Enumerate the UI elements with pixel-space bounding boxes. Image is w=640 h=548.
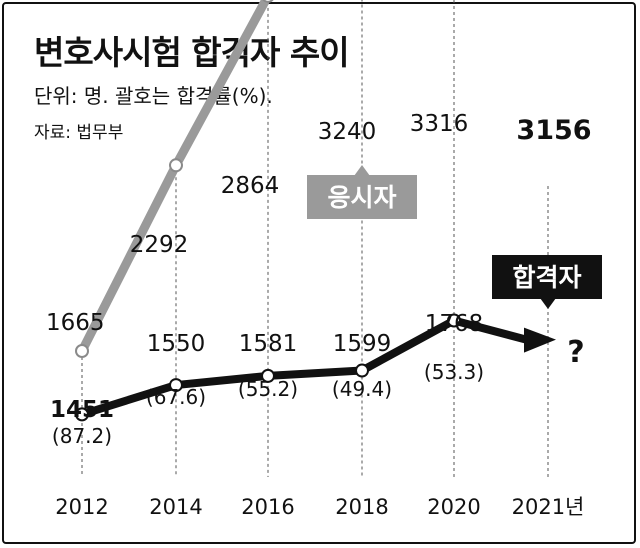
passers-value-label: 1581 [239,331,298,357]
passers-value-label: 1451 [50,397,114,423]
passers-line [78,316,534,419]
applicants-line [77,0,271,356]
applicants-value-label: 3156 [516,115,591,146]
source-note: 자료: 법무부 [34,123,124,143]
applicants-tag-box [307,175,417,219]
passers-point [261,368,275,383]
pending-value-label: ? [567,335,584,370]
pass-rate-label: (67.6) [146,385,206,409]
passers-value-label: 1550 [147,331,206,357]
passers-series-label: 합격자 [512,263,581,292]
applicants-value-label: 3316 [410,111,469,137]
passers-point [447,313,461,328]
passers-value-label: 1768 [425,311,484,337]
applicants-value-label: 1665 [46,310,105,336]
applicants-point [75,344,89,358]
chart-title: 변호사시험 합격자 추이 [34,33,350,72]
applicants-value-label: 2864 [221,173,280,199]
x-tick-label: 2014 [149,495,202,519]
passers-point [169,378,183,393]
passers-tag-box [492,255,602,299]
pass-rate-label: (87.2) [52,424,112,448]
unit-note: 단위: 명. 괄호는 합격률(%). [34,84,273,108]
applicants-tag-pointer [354,165,370,176]
passers-tag-pointer [540,298,556,309]
x-tick-label: 2020 [427,495,480,519]
applicants-value-label: 3240 [318,119,377,145]
x-tick-label: 2012 [55,495,108,519]
pass-rate-label: (55.2) [238,377,298,401]
x-tick-label: 2021년 [512,495,585,519]
applicants-value-label: 2292 [130,232,189,258]
passers-point [355,363,369,378]
x-tick-label: 2016 [241,495,294,519]
applicants-series-label: 응시자 [327,183,396,212]
passers-value-label: 1599 [333,331,392,357]
pass-rate-label: (49.4) [332,377,392,401]
applicants-point [262,0,274,3]
x-tick-label: 2018 [335,495,388,519]
pass-rate-label: (53.3) [424,360,484,384]
passers-arrow [524,327,556,353]
passers-point [75,407,89,422]
applicants-point [169,158,183,173]
